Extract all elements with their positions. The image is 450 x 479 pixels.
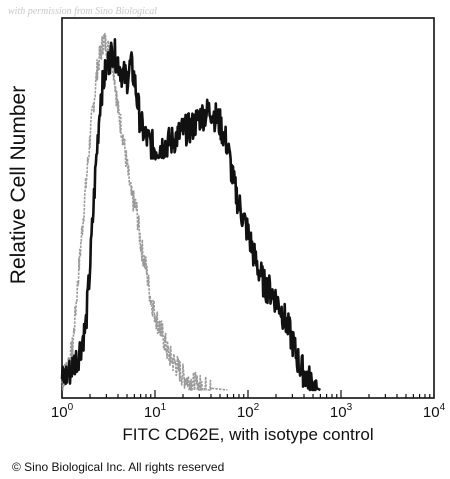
histogram-series xyxy=(60,32,322,392)
x-axis-ticks: 100 101 102 103 104 xyxy=(51,390,446,421)
copyright-notice: © Sino Biological Inc. All rights reserv… xyxy=(12,460,225,474)
x-tick-label: 100 xyxy=(51,402,74,421)
isotype-control-curve xyxy=(61,32,228,391)
x-tick-label: 102 xyxy=(237,402,260,421)
cd62e-curve xyxy=(60,38,322,392)
permission-watermark: with permission from Sino Biological xyxy=(8,6,158,17)
x-tick-label: 101 xyxy=(144,402,167,421)
y-axis-label: Relative Cell Number xyxy=(7,85,30,285)
x-axis-label: FITC CD62E, with isotype control xyxy=(122,425,374,444)
x-tick-label: 103 xyxy=(330,402,353,421)
x-tick-label: 104 xyxy=(423,402,446,421)
